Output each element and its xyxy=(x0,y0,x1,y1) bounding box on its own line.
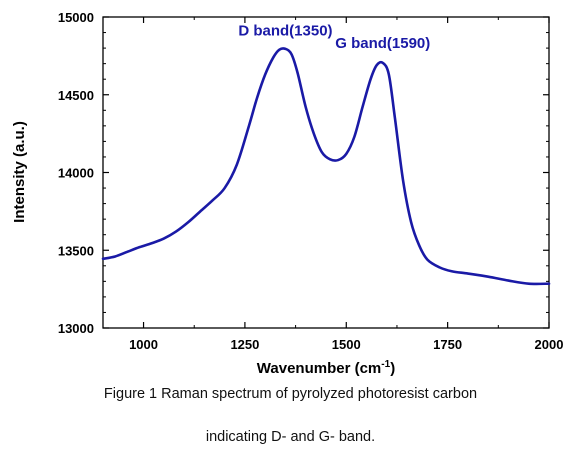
x-axis-label-main: Wavenumber (cm xyxy=(257,360,381,377)
x-tick-label: 1750 xyxy=(433,337,462,352)
figure-caption-line-2: indicating D- and G- band. xyxy=(205,429,376,445)
d-band-label: D band(1350) xyxy=(238,23,332,40)
x-tick-label: 1250 xyxy=(230,337,259,352)
x-tick-label: 1500 xyxy=(332,337,361,352)
axes-frame xyxy=(102,16,550,329)
y-axis-label: Intensity (a.u.) xyxy=(11,121,28,223)
x-axis-label-superscript: -1 xyxy=(381,359,390,370)
x-tick-label: 2000 xyxy=(535,337,564,352)
series-layer xyxy=(101,47,551,286)
x-tick-label: 1000 xyxy=(129,337,158,352)
y-tick-label: 14000 xyxy=(58,166,94,181)
x-axis-label: Wavenumber (cm-1) xyxy=(257,359,395,377)
figure-caption-line-1: Figure 1 Raman spectrum of pyrolyzed pho… xyxy=(103,386,478,402)
axis-ticks: 1000 1250 1500 1750 2000 13000 13500 14000 14500… xyxy=(58,10,564,352)
g-band-label: G band(1590) xyxy=(335,35,430,52)
y-tick-label: 13000 xyxy=(58,321,94,336)
y-tick-label: 13500 xyxy=(58,243,94,258)
annotations-layer: D band(1350)G band(1590) xyxy=(238,23,430,52)
plot-frame xyxy=(102,16,550,329)
y-tick-label: 15000 xyxy=(58,10,94,25)
x-axis-label-suffix: ) xyxy=(390,360,395,377)
y-tick-label: 14500 xyxy=(58,88,94,103)
spectrum-line xyxy=(101,47,551,286)
